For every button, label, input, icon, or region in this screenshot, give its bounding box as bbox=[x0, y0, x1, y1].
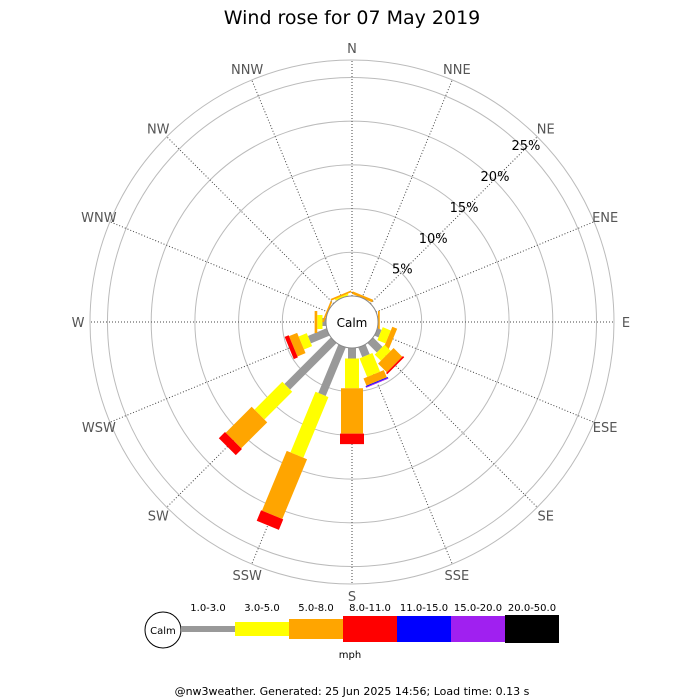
grid-ring-outer bbox=[89, 59, 615, 585]
legend-label-6: 15.0-20.0 bbox=[454, 603, 502, 614]
direction-label-wnw: WNW bbox=[81, 211, 117, 226]
ring-label-2: 10% bbox=[419, 232, 448, 247]
spoke-nw bbox=[166, 136, 334, 304]
bar-sw-bin-3 bbox=[225, 406, 268, 449]
bar-se-bin-4 bbox=[386, 356, 405, 375]
legend-label-3: 5.0-8.0 bbox=[298, 603, 333, 614]
legend-calm-label: Calm bbox=[150, 626, 176, 637]
bar-sw-bin-1 bbox=[284, 337, 337, 390]
bar-wsw-bin-1 bbox=[307, 328, 330, 344]
legend-items: 1.0-3.0 3.0-5.0 5.0-8.0 8.0-11.0 11.0-15.0 15… bbox=[181, 603, 559, 643]
legend-label-4: 8.0-11.0 bbox=[349, 603, 391, 614]
bar-nnw-bin-3 bbox=[330, 290, 352, 301]
direction-label-w: W bbox=[72, 316, 85, 331]
bar-ssw-bin-2 bbox=[290, 391, 329, 458]
spoke-nnw bbox=[251, 79, 343, 299]
spoke-ene bbox=[375, 221, 595, 313]
spoke-se bbox=[370, 340, 538, 508]
bar-ssw-bin-3 bbox=[261, 450, 308, 520]
calm-label: Calm bbox=[337, 316, 368, 330]
spoke-nne bbox=[361, 79, 453, 299]
ring-labels: 5% 10% 15% 20% 25% bbox=[392, 139, 540, 278]
bar-sse-bin-2 bbox=[359, 353, 381, 377]
bar-ese-bin-2 bbox=[377, 327, 391, 344]
spoke-ne bbox=[370, 136, 538, 304]
direction-label-se: SE bbox=[538, 510, 554, 525]
legend-swatch-2 bbox=[235, 622, 289, 636]
ring-label-1: 5% bbox=[392, 263, 413, 278]
legend-swatch-6 bbox=[451, 616, 505, 642]
direction-label-nnw: NNW bbox=[231, 63, 263, 78]
bar-ssw-bin-1 bbox=[318, 344, 346, 397]
bar-ssw-bin-4 bbox=[256, 510, 284, 530]
bar-se-bin-2 bbox=[374, 344, 391, 361]
direction-label-n: N bbox=[347, 42, 357, 57]
direction-label-nne: NNE bbox=[443, 63, 471, 78]
legend-swatch-5 bbox=[397, 616, 451, 642]
bar-wsw-bin-2 bbox=[298, 333, 313, 350]
spoke-ese bbox=[375, 331, 595, 423]
legend-swatch-7 bbox=[505, 615, 559, 643]
bar-se-bin-3 bbox=[378, 348, 403, 373]
legend-label-2: 3.0-5.0 bbox=[244, 603, 279, 614]
calm-circle: Calm bbox=[325, 295, 379, 349]
direction-label-e: E bbox=[622, 316, 630, 331]
direction-label-nw: NW bbox=[147, 122, 170, 137]
direction-label-ne: NE bbox=[537, 122, 555, 137]
ring-label-4: 20% bbox=[481, 170, 510, 185]
legend-swatch-3 bbox=[289, 619, 343, 639]
direction-label-s: S bbox=[348, 590, 356, 605]
legend-unit: mph bbox=[339, 650, 361, 661]
legend-label-1: 1.0-3.0 bbox=[190, 603, 225, 614]
bar-wsw-bin-3 bbox=[289, 332, 306, 357]
chart-title: Wind rose for 07 May 2019 bbox=[224, 7, 481, 29]
direction-label-sse: SSE bbox=[444, 569, 469, 584]
ring-label-3: 15% bbox=[450, 201, 479, 216]
direction-label-ese: ESE bbox=[593, 421, 618, 436]
bars bbox=[218, 290, 405, 530]
legend-label-7: 20.0-50.0 bbox=[508, 603, 556, 614]
grid-ring-3 bbox=[194, 164, 510, 480]
grid-ring-5 bbox=[106, 76, 598, 568]
bar-sse-bin-1 bbox=[358, 344, 370, 358]
direction-label-wsw: WSW bbox=[82, 421, 116, 436]
bar-ese-bin-1 bbox=[374, 328, 382, 338]
ring-label-5: 25% bbox=[511, 139, 540, 154]
bar-ese-bin-3 bbox=[383, 326, 398, 350]
footer-text: @nw3weather. Generated: 25 Jun 2025 14:5… bbox=[175, 685, 530, 698]
legend-swatch-1 bbox=[181, 626, 235, 632]
bar-se-bin-1 bbox=[367, 337, 383, 353]
bar-sw-bin-4 bbox=[218, 432, 242, 456]
bar-wsw-bin-4 bbox=[284, 335, 298, 360]
bar-sw-bin-2 bbox=[254, 381, 293, 420]
spoke-wnw bbox=[109, 221, 329, 313]
direction-label-ssw: SSW bbox=[232, 569, 262, 584]
bar-sse-bin-3 bbox=[363, 370, 387, 386]
direction-label-ene: ENE bbox=[592, 211, 618, 226]
direction-label-sw: SW bbox=[148, 510, 169, 525]
legend: Calm 1.0-3.0 3.0-5.0 5.0-8.0 8.0-11.0 11.0-1… bbox=[144, 603, 559, 661]
legend-swatch-4 bbox=[343, 616, 397, 642]
direction-labels: N NNE NE ENE E ESE SE SSE S SSW SW WSW W WNW NW NNW bbox=[72, 42, 631, 605]
legend-label-5: 11.0-15.0 bbox=[400, 603, 448, 614]
